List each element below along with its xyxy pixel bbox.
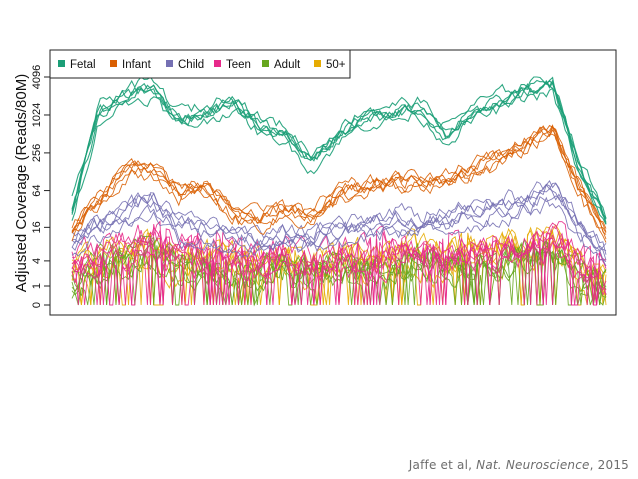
series-line: [71, 230, 607, 306]
y-tick-label: 16: [31, 221, 43, 233]
y-axis: 0 1 4 16 64 256 1024 4096: [31, 65, 51, 308]
legend-swatch: [166, 60, 173, 67]
y-tick-label: 1024: [31, 103, 43, 127]
legend-label: Infant: [122, 59, 152, 71]
series-line: [71, 196, 607, 267]
legend-swatch: [58, 60, 65, 67]
series-child: [71, 180, 607, 267]
legend-swatch: [262, 60, 269, 67]
series-line: [71, 239, 607, 306]
y-tick-label: 64: [31, 184, 43, 196]
y-axis-label: Adjusted Coverage (Reads/80M): [13, 74, 30, 292]
y-tick-label: 0: [31, 302, 43, 308]
series-line: [71, 80, 607, 225]
legend-swatch: [314, 60, 321, 67]
legend-box: [49, 49, 351, 79]
series-line: [71, 183, 607, 261]
series-line: [71, 224, 607, 306]
legend-label: Adult: [274, 59, 301, 71]
series-infant: [71, 124, 607, 243]
legend-label: Child: [178, 59, 204, 71]
series-line: [71, 82, 607, 220]
series-line: [71, 237, 607, 306]
legend-label: Fetal: [70, 59, 96, 71]
y-tick-label: 4: [31, 258, 43, 264]
legend: Fetal Infant Child Teen Adult 50+: [49, 49, 351, 79]
series-line: [71, 87, 607, 225]
legend-label: 50+: [326, 59, 346, 71]
series-line: [71, 133, 607, 243]
series-teen: [71, 220, 607, 306]
series-line: [71, 129, 607, 234]
legend-label: Teen: [226, 59, 251, 71]
plot-lines: [71, 76, 607, 307]
y-tick-label: 4096: [31, 65, 43, 89]
citation: Jaffe et al, Nat. Neuroscience, 2015: [409, 458, 629, 472]
citation-journal: Nat. Neuroscience: [476, 458, 590, 472]
series-line: [71, 195, 607, 263]
citation-suffix: , 2015: [589, 458, 629, 472]
series-fetal: [71, 76, 607, 225]
series-line: [71, 181, 607, 252]
citation-prefix: Jaffe et al,: [408, 458, 477, 472]
series-line: [71, 79, 607, 219]
legend-swatch: [214, 60, 221, 67]
y-tick-label: 1: [31, 283, 43, 289]
legend-swatch: [110, 60, 117, 67]
series-line: [71, 125, 607, 232]
y-tick-label: 256: [31, 144, 43, 162]
series-line: [71, 124, 607, 235]
